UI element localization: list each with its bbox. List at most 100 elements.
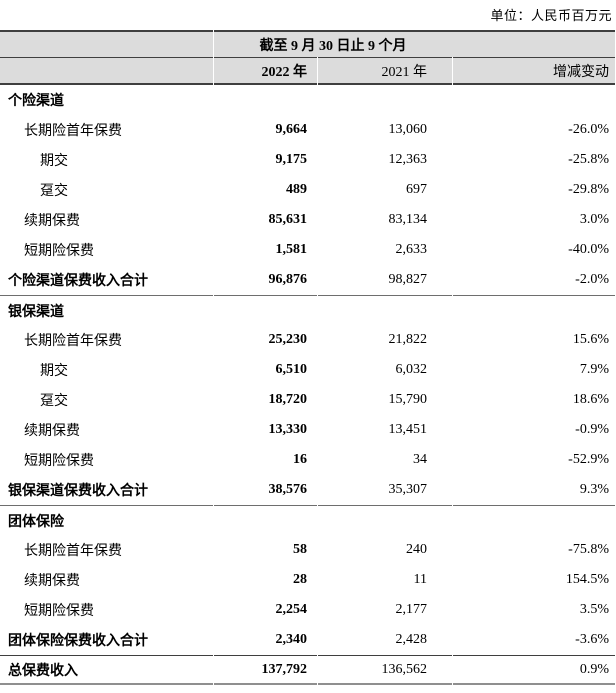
cell-2022-text: 16 (293, 452, 307, 467)
table-row: 长期险首年保费 9,664 13,060 -26.0% (0, 115, 615, 145)
cell-change-text: -52.9% (568, 452, 609, 467)
cell-2022 (214, 85, 317, 115)
cell-change-text: -3.6% (575, 632, 609, 647)
cell-change-text: -0.9% (575, 422, 609, 437)
cell-2022-text: 25,230 (268, 332, 308, 347)
cell-2022-text: 1,581 (275, 242, 308, 257)
cell-change: -25.8% (453, 145, 615, 175)
table-row: 短期险保费 2,254 2,177 3.5% (0, 595, 615, 625)
column-header-change: 增减变动 (453, 57, 615, 85)
cell-change: 15.6% (453, 325, 615, 355)
premium-income-table: 截至 9 月 30 日止 9 个月 2022 年 2021 年 增减变动 个险渠… (0, 30, 615, 685)
cell-2021: 35,307 (318, 475, 452, 505)
cell-2022: 16 (214, 445, 317, 475)
cell-2021: 2,177 (318, 595, 452, 625)
cell-change-text: 154.5% (565, 572, 609, 587)
cell-2022: 2,340 (214, 625, 317, 655)
cell-change-text: 18.6% (572, 392, 609, 407)
cell-change: 3.0% (453, 205, 615, 235)
cell-label-text: 团体保险 (8, 514, 64, 530)
cell-2021: 15,790 (318, 385, 452, 415)
cell-label: 个险渠道保费收入合计 (0, 265, 213, 295)
table-period-header-row: 截至 9 月 30 日止 9 个月 (0, 30, 615, 57)
cell-2021-text: 2,428 (395, 632, 428, 647)
cell-2022-text: 96,876 (268, 272, 308, 287)
cell-label-text: 续期保费 (24, 424, 80, 439)
cell-2022: 38,576 (214, 475, 317, 505)
cell-change-text: -25.8% (568, 152, 609, 167)
cell-2021-text: 697 (406, 182, 427, 197)
cell-2022 (214, 295, 317, 325)
column-header-2021-label: 2021 年 (381, 64, 428, 80)
cell-2021-text: 21,822 (388, 332, 428, 347)
cell-label: 趸交 (0, 175, 213, 205)
cell-label-text: 期交 (40, 364, 68, 379)
cell-2022: 96,876 (214, 265, 317, 295)
cell-change-text: 3.0% (579, 212, 609, 227)
table-row: 总保费收入 137,792 136,562 0.9% (0, 655, 615, 685)
cell-2022: 1,581 (214, 235, 317, 265)
column-header-2022: 2022 年 (214, 57, 317, 85)
table-row: 期交 9,175 12,363 -25.8% (0, 145, 615, 175)
cell-2022 (214, 505, 317, 535)
cell-2021-text: 98,827 (388, 272, 428, 287)
cell-label: 银保渠道保费收入合计 (0, 475, 213, 505)
table-row: 个险渠道 (0, 85, 615, 115)
cell-2022-text: 6,510 (275, 362, 308, 377)
cell-label: 团体保险保费收入合计 (0, 625, 213, 655)
cell-change: 18.6% (453, 385, 615, 415)
cell-2022: 58 (214, 535, 317, 565)
cell-label: 续期保费 (0, 205, 213, 235)
cell-label-text: 长期险首年保费 (24, 124, 122, 139)
cell-2022: 137,792 (214, 655, 317, 685)
cell-label: 长期险首年保费 (0, 325, 213, 355)
cell-2022-text: 28 (293, 572, 307, 587)
cell-2021-text: 11 (413, 572, 427, 587)
cell-2021-text: 34 (413, 452, 427, 467)
table-row: 长期险首年保费 25,230 21,822 15.6% (0, 325, 615, 355)
cell-2021-text: 12,363 (388, 152, 428, 167)
table-row: 趸交 489 697 -29.8% (0, 175, 615, 205)
cell-label: 短期险保费 (0, 595, 213, 625)
table-row: 银保渠道保费收入合计 38,576 35,307 9.3% (0, 475, 615, 505)
cell-change: -75.8% (453, 535, 615, 565)
cell-2022-text: 137,792 (261, 661, 308, 677)
cell-2021 (318, 295, 452, 325)
cell-2022-text: 38,576 (268, 482, 308, 497)
cell-2021 (318, 505, 452, 535)
cell-2022-text: 489 (286, 182, 307, 197)
table-row: 长期险首年保费 58 240 -75.8% (0, 535, 615, 565)
table-row: 续期保费 28 11 154.5% (0, 565, 615, 595)
cell-2021: 34 (318, 445, 452, 475)
cell-change: 9.3% (453, 475, 615, 505)
cell-2021: 2,428 (318, 625, 452, 655)
cell-2021-text: 240 (406, 542, 427, 557)
cell-2021: 11 (318, 565, 452, 595)
cell-label: 续期保费 (0, 565, 213, 595)
cell-2022-text: 13,330 (268, 422, 308, 437)
cell-2021-text: 136,562 (381, 661, 428, 677)
period-header-cell: 截至 9 月 30 日止 9 个月 (214, 30, 615, 57)
table-body: 个险渠道 长期险首年保费 9,664 13,060 -26.0% 期交 9,175 12,36… (0, 85, 615, 685)
cell-2021-text: 15,790 (388, 392, 428, 407)
cell-change-text: 7.9% (579, 362, 609, 377)
cell-label: 期交 (0, 355, 213, 385)
cell-label-text: 期交 (40, 154, 68, 169)
cell-2021: 2,633 (318, 235, 452, 265)
cell-2022-text: 85,631 (268, 212, 308, 227)
cell-label: 长期险首年保费 (0, 115, 213, 145)
column-header-change-label: 增减变动 (553, 64, 609, 80)
cell-2021: 6,032 (318, 355, 452, 385)
cell-change: 154.5% (453, 565, 615, 595)
cell-2021-text: 35,307 (388, 482, 428, 497)
cell-change: -52.9% (453, 445, 615, 475)
table-row: 续期保费 85,631 83,134 3.0% (0, 205, 615, 235)
cell-change-text: -40.0% (568, 242, 609, 257)
cell-2022: 489 (214, 175, 317, 205)
table-row: 续期保费 13,330 13,451 -0.9% (0, 415, 615, 445)
cell-2021: 136,562 (318, 655, 452, 685)
table-row: 短期险保费 1,581 2,633 -40.0% (0, 235, 615, 265)
table-row: 期交 6,510 6,032 7.9% (0, 355, 615, 385)
table-row: 短期险保费 16 34 -52.9% (0, 445, 615, 475)
cell-change-text: 3.5% (579, 602, 609, 617)
